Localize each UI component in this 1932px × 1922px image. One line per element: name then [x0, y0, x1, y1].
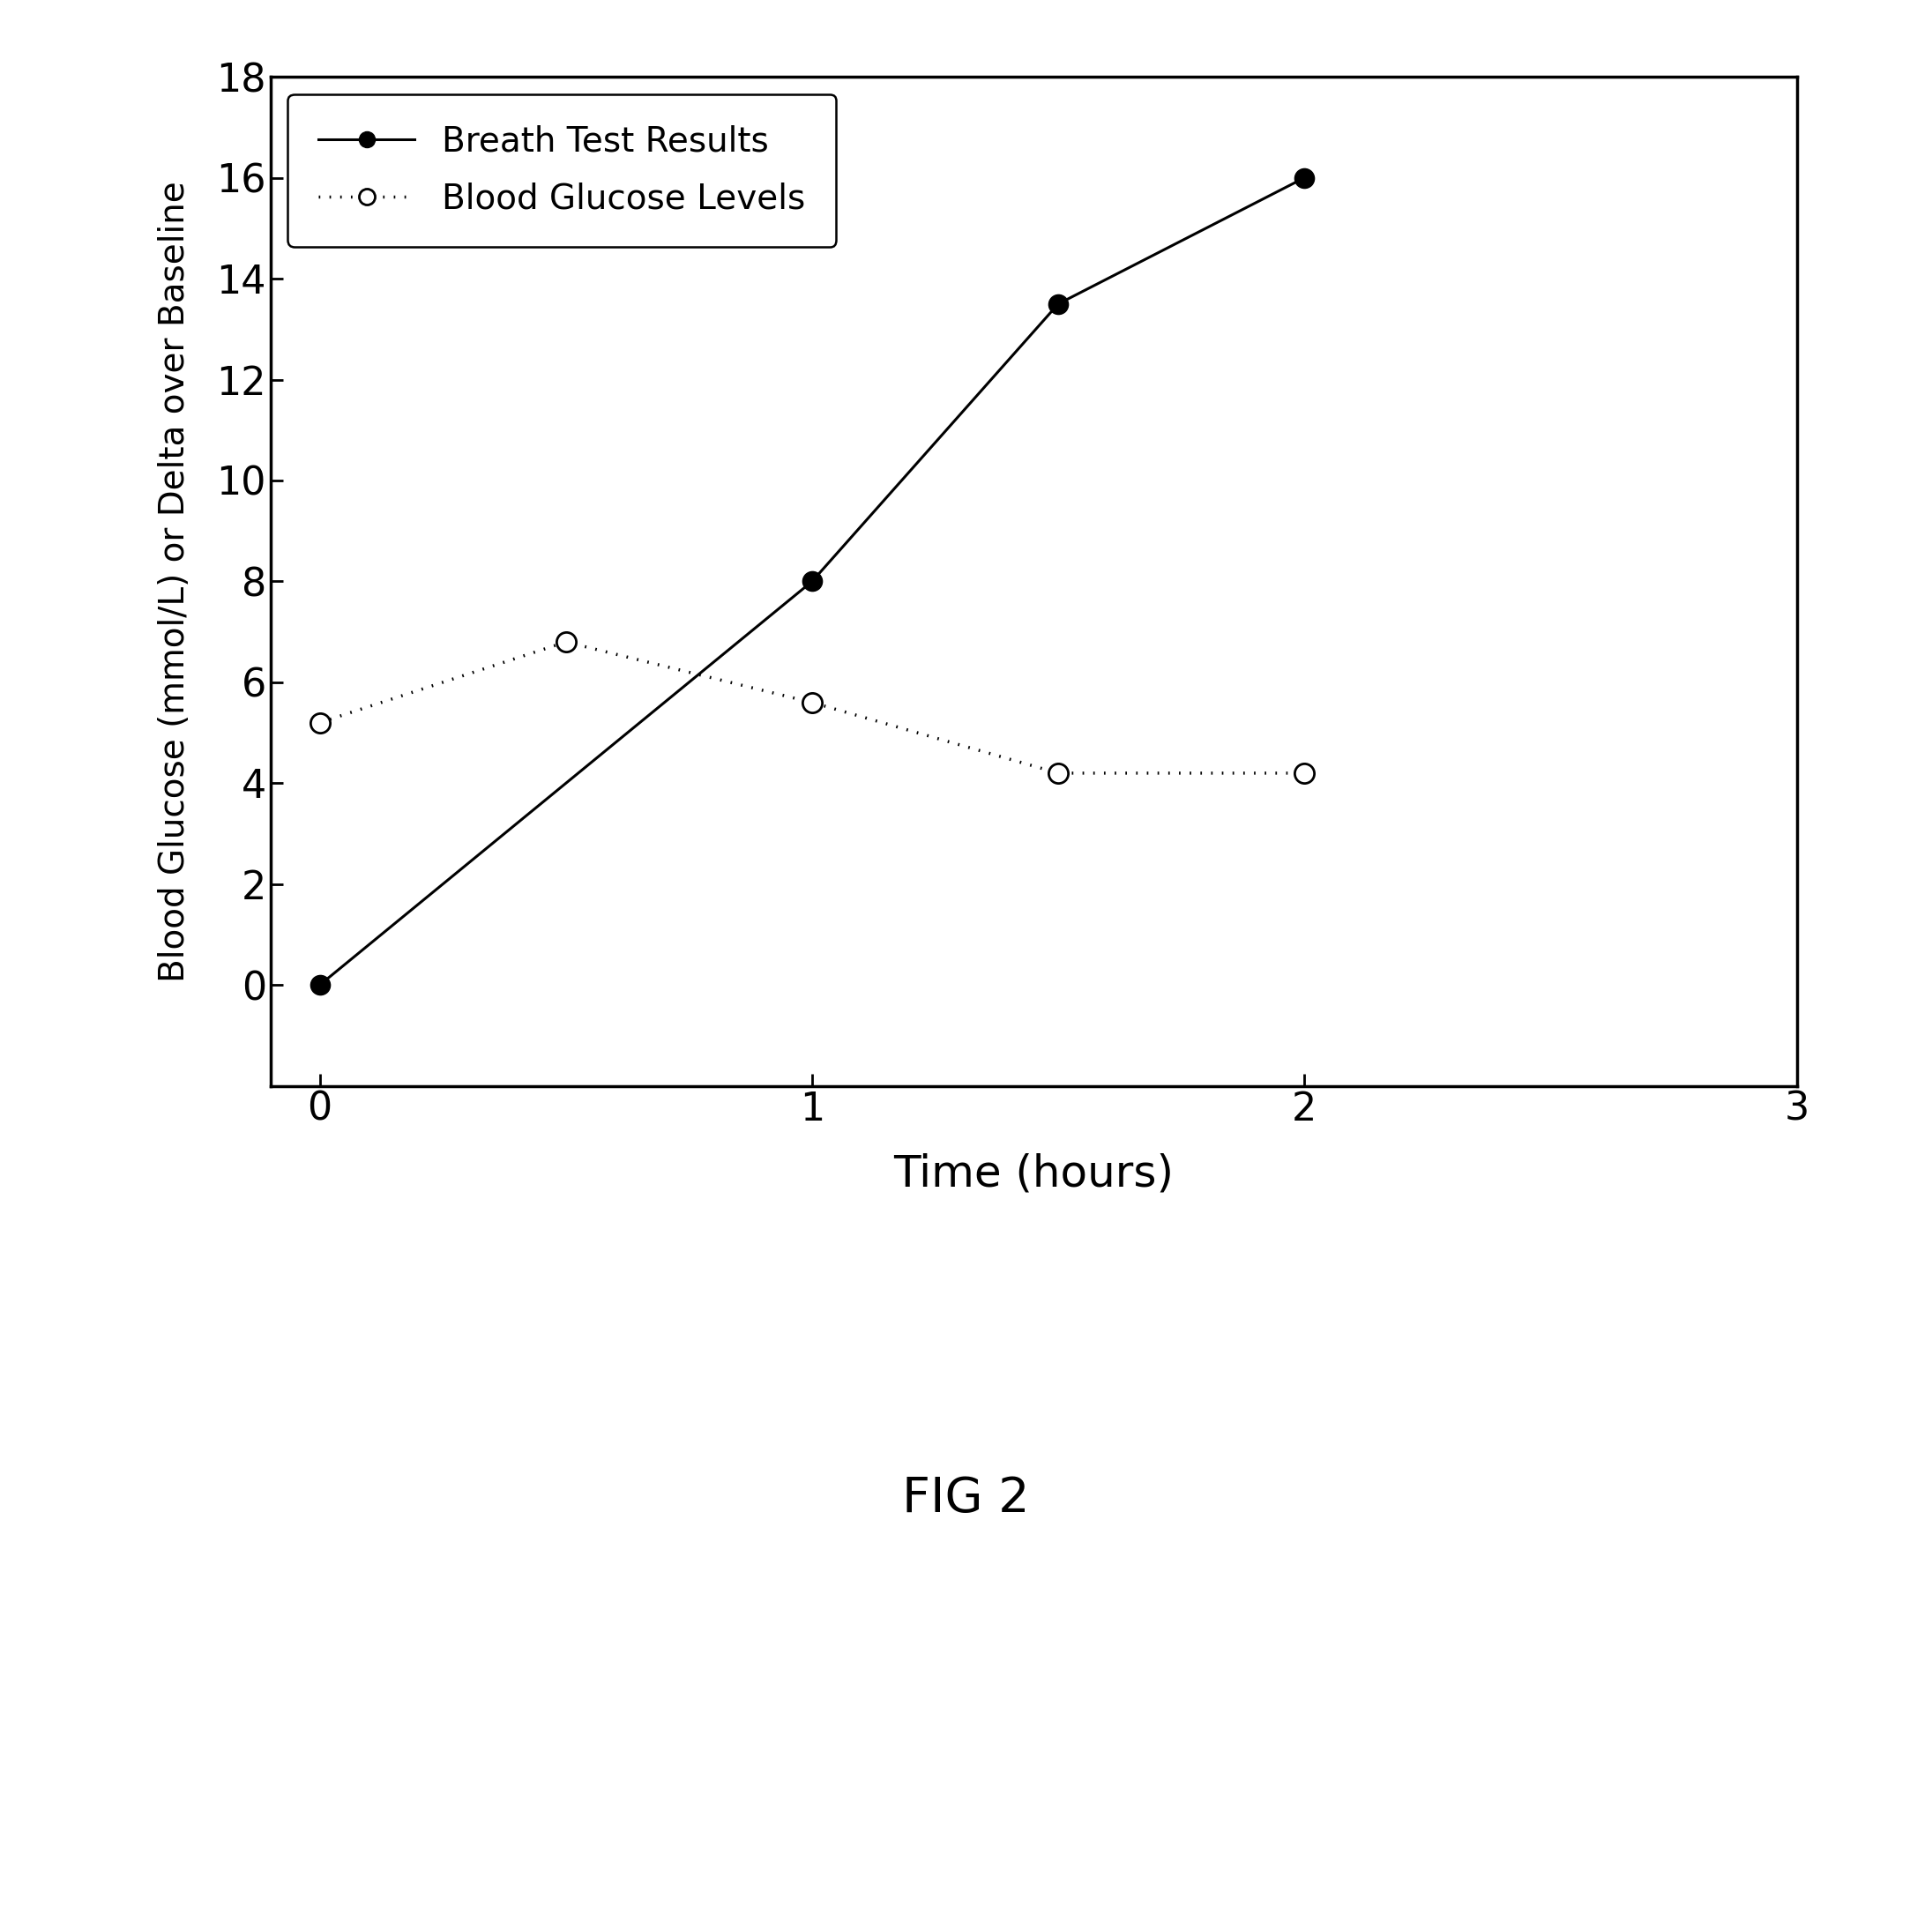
- Text: FIG 2: FIG 2: [902, 1476, 1030, 1522]
- Y-axis label: Blood Glucose (mmol/L) or Delta over Baseline: Blood Glucose (mmol/L) or Delta over Bas…: [158, 181, 191, 982]
- X-axis label: Time (hours): Time (hours): [893, 1153, 1175, 1195]
- Legend: Breath Test Results, Blood Glucose Levels: Breath Test Results, Blood Glucose Level…: [288, 94, 837, 246]
